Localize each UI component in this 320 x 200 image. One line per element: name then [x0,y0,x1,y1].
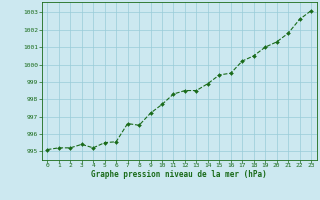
X-axis label: Graphe pression niveau de la mer (hPa): Graphe pression niveau de la mer (hPa) [91,170,267,179]
